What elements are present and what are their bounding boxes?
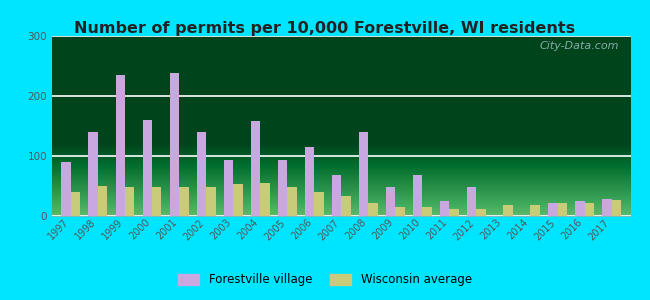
Bar xyxy=(440,201,449,216)
Bar xyxy=(341,196,351,216)
Bar xyxy=(116,75,125,216)
Bar xyxy=(251,121,260,216)
Bar xyxy=(422,207,432,216)
Bar xyxy=(305,147,314,216)
Bar xyxy=(125,187,135,216)
Bar xyxy=(98,186,107,216)
Bar xyxy=(224,160,233,216)
Bar xyxy=(179,187,188,216)
Bar xyxy=(152,187,161,216)
Bar xyxy=(233,184,242,216)
Bar xyxy=(449,209,459,216)
Bar xyxy=(369,203,378,216)
Bar xyxy=(612,200,621,216)
Bar xyxy=(413,175,422,216)
Bar xyxy=(504,205,513,216)
Bar xyxy=(62,162,71,216)
Bar xyxy=(386,187,395,216)
Text: Number of permits per 10,000 Forestville, WI residents: Number of permits per 10,000 Forestville… xyxy=(75,21,575,36)
Bar xyxy=(332,175,341,216)
Bar xyxy=(548,203,558,216)
Bar xyxy=(260,183,270,216)
Bar xyxy=(197,132,206,216)
Bar xyxy=(602,199,612,216)
Bar xyxy=(359,132,369,216)
Bar xyxy=(476,209,486,216)
Bar xyxy=(88,132,98,216)
Bar xyxy=(170,73,179,216)
Bar xyxy=(584,203,594,216)
Bar xyxy=(530,205,540,216)
Bar xyxy=(71,192,81,216)
Bar xyxy=(558,203,567,216)
Bar xyxy=(287,187,296,216)
Legend: Forestville village, Wisconsin average: Forestville village, Wisconsin average xyxy=(174,269,476,291)
Bar xyxy=(206,187,216,216)
Bar xyxy=(278,160,287,216)
Bar xyxy=(395,207,405,216)
Bar xyxy=(314,192,324,216)
Text: City-Data.com: City-Data.com xyxy=(540,41,619,51)
Bar xyxy=(142,120,152,216)
Bar xyxy=(467,187,476,216)
Bar xyxy=(575,201,584,216)
